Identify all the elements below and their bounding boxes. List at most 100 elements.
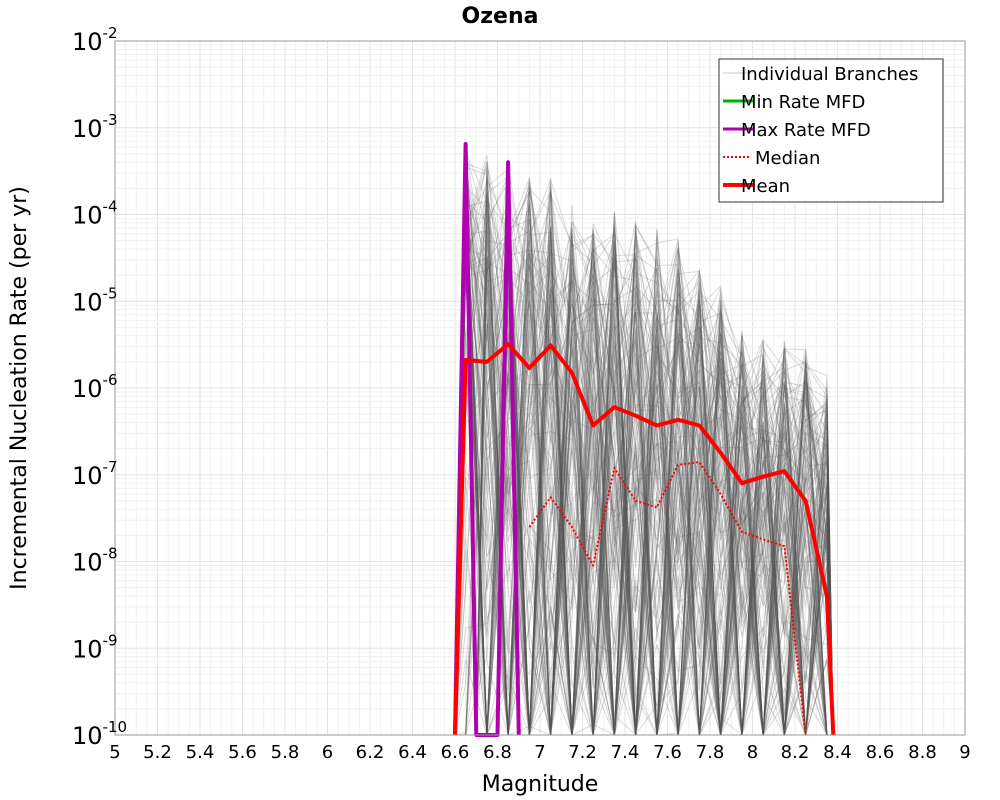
branch-line [454,186,834,736]
branch-line [475,267,834,736]
branch-line [497,209,834,736]
x-tick-label: 8.4 [823,742,852,763]
branch-line [454,189,834,736]
branch-line [497,224,834,736]
y-tick-label: 10-7 [72,458,118,490]
legend-label: Max Rate MFD [741,120,871,141]
legend: Individual Branches Min Rate MFD Max Rate … [718,58,944,203]
branch-line [454,150,834,736]
branch-line [475,177,834,736]
branch-line [497,354,834,736]
branch-line [497,220,834,736]
branch-line [455,182,834,736]
branch-line [455,203,834,736]
branch-line [454,262,834,736]
branch-line [454,235,834,736]
branch-line [454,223,834,736]
plot-area-frame [114,40,966,736]
branch-line [454,285,834,736]
y-tick-label: 10-2 [72,24,118,56]
branch-line [497,214,834,736]
x-tick-label: 7.4 [611,742,640,763]
branch-line [454,164,834,736]
x-tick-label: 7.6 [653,742,682,763]
x-tick-label: 6.6 [441,742,470,763]
branch-line [454,196,834,736]
y-tick-label: 10-10 [72,718,127,750]
x-tick-labels: 5 5.2 5.4 5.6 5.8 6 6.2 6.4 6.6 6.8 7 7.2 7.4 7.6 7.8 8… [109,742,970,763]
branch-line [454,176,834,736]
branch-line [497,189,834,736]
x-tick-label: 6 [322,742,333,763]
x-tick-label: 5.8 [271,742,300,763]
branch-line [454,161,834,736]
branch-line [454,226,834,736]
branch-line [497,180,834,736]
x-tick-label: 5.2 [143,742,172,763]
branch-line [454,246,834,736]
branch-line [454,205,834,736]
branch-line [497,181,834,736]
y-tick-label: 10-9 [72,631,118,663]
legend-box [718,58,944,203]
branch-line [497,234,834,736]
branch-line [454,219,834,736]
x-tick-label: 7.8 [696,742,725,763]
x-tick-label: 8 [747,742,758,763]
branch-line [475,162,834,736]
x-tick-label: 7 [534,742,545,763]
branch-line [454,210,834,736]
x-tick-label: 6.2 [356,742,385,763]
branch-line [454,163,834,736]
branch-line [475,256,834,736]
branch-line [497,182,834,736]
x-tick-label: 5.4 [186,742,215,763]
y-tick-label: 10-6 [72,371,118,403]
legend-label: Min Rate MFD [741,92,865,113]
branch-line [455,169,834,736]
branch-line [455,226,834,736]
x-tick-label: 8.6 [866,742,895,763]
branch-line [454,200,834,736]
y-axis-label: Incremental Nucleation Rate (per yr) [7,186,32,590]
branch-line [454,228,834,736]
legend-label: Individual Branches [741,64,918,85]
y-tick-label: 10-4 [72,198,118,230]
branch-line [454,236,834,736]
branch-line [454,230,834,736]
branch-line [454,272,834,737]
branch-line [454,201,834,736]
branch-line [475,237,834,736]
mean-line [453,342,836,736]
branch-line [476,184,834,736]
branch-line [454,294,834,736]
branch-line [497,240,834,736]
branch-line [454,191,834,736]
branch-line [497,242,834,736]
x-tick-label: 8.2 [781,742,810,763]
median-line [528,461,807,736]
x-tick-label: 6.8 [483,742,512,763]
branch-line [497,189,834,736]
branch-line [454,162,834,736]
branch-line [454,200,834,736]
branch-line [454,167,834,736]
branch-line [454,193,834,736]
branch-line [454,189,834,736]
y-tick-label: 10-5 [72,284,118,316]
legend-label: Mean [741,176,790,197]
legend-label: Median [755,148,820,169]
x-tick-label: 8.8 [908,742,937,763]
branch-line [454,179,834,736]
x-axis-label: Magnitude [482,772,599,797]
x-tick-label: 6.4 [398,742,427,763]
branch-line [454,245,834,736]
x-tick-label: 5.6 [228,742,257,763]
y-tick-label: 10-3 [72,111,118,143]
x-tick-label: 5 [109,742,120,763]
x-tick-label: 9 [959,742,970,763]
branch-line [454,302,834,736]
branch-line [497,267,834,736]
y-tick-labels: 10-10 10-9 10-8 10-7 10-6 10-5 10-4 10-3 10-2 [72,24,127,750]
